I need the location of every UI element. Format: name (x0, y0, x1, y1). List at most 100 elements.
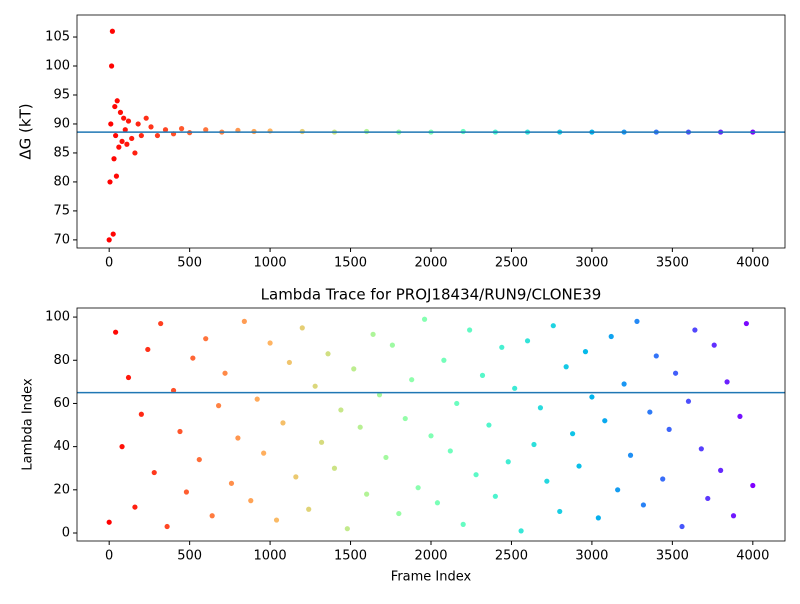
y-tick-label: 80 (53, 353, 70, 368)
x-tick-label: 0 (105, 549, 113, 564)
point (116, 144, 122, 150)
point (325, 351, 331, 357)
point (550, 323, 556, 329)
point (441, 357, 447, 363)
y-tick-label: 40 (53, 439, 70, 454)
point (672, 370, 679, 376)
point (402, 415, 408, 422)
point (235, 435, 241, 441)
y-tick-label: 20 (53, 482, 70, 497)
point (447, 448, 453, 454)
point (119, 138, 125, 144)
point (286, 359, 292, 366)
x-tick-label: 1000 (254, 549, 287, 564)
point (158, 320, 164, 327)
point (267, 340, 273, 346)
point (338, 407, 344, 413)
point (299, 325, 305, 331)
point (135, 121, 141, 127)
y-tick-label: 90 (53, 116, 70, 131)
point (479, 372, 486, 378)
point (544, 478, 550, 484)
point (576, 463, 582, 469)
point (138, 411, 144, 417)
point (154, 132, 161, 139)
x-tick-label: 2000 (414, 549, 447, 564)
y-tick-label: 105 (45, 30, 70, 45)
point (119, 444, 125, 450)
point (570, 431, 576, 437)
point (634, 318, 640, 324)
x-tick-label: 3500 (656, 256, 689, 271)
point (248, 498, 254, 504)
point (621, 381, 627, 387)
point (518, 528, 524, 534)
point (396, 510, 402, 517)
point (537, 405, 544, 411)
point (111, 156, 117, 162)
point (203, 336, 209, 342)
point (254, 396, 260, 402)
point (121, 115, 127, 121)
point (743, 320, 749, 327)
point (113, 173, 120, 179)
x-tick-label: 500 (177, 549, 202, 564)
point (312, 383, 318, 389)
x-axis-label: Frame Index (391, 570, 472, 585)
plot-frame (76, 307, 786, 542)
y-tick-label: 80 (53, 174, 70, 189)
y-tick-label: 75 (53, 203, 70, 218)
point (132, 504, 138, 510)
point (627, 452, 634, 458)
point (666, 426, 672, 432)
point (145, 346, 151, 353)
point (730, 513, 737, 519)
point (164, 523, 170, 530)
x-tick-label: 3000 (575, 256, 608, 271)
point (582, 349, 589, 355)
point (531, 441, 537, 448)
plot-frame (76, 14, 786, 249)
point (148, 124, 154, 130)
point (692, 327, 698, 333)
point (108, 63, 115, 69)
point (711, 342, 717, 348)
point (122, 127, 128, 133)
point (196, 456, 202, 463)
point (190, 355, 196, 361)
x-tick-label: 2500 (495, 549, 528, 564)
point (653, 353, 659, 359)
point (108, 121, 114, 127)
point (280, 420, 286, 426)
x-tick-label: 3000 (575, 549, 608, 564)
point (364, 491, 370, 497)
point (125, 374, 132, 381)
x-tick-label: 3500 (656, 549, 689, 564)
point (110, 231, 116, 237)
point (293, 474, 299, 480)
point (124, 141, 130, 147)
point (125, 118, 132, 124)
y-tick-label: 100 (45, 310, 70, 325)
x-tick-label: 2000 (414, 256, 447, 271)
point (261, 450, 267, 456)
chart-title: Lambda Trace for PROJ18434/RUN9/CLONE39 (261, 286, 602, 304)
point (750, 482, 756, 489)
point (589, 394, 595, 400)
point (467, 327, 473, 333)
point (428, 433, 434, 439)
point (685, 398, 692, 404)
point (512, 385, 518, 391)
point (170, 387, 177, 394)
y-tick-label: 60 (53, 396, 70, 411)
point (222, 370, 228, 376)
point (473, 472, 479, 478)
point (318, 439, 325, 445)
point (389, 342, 395, 348)
point (162, 127, 169, 133)
point (203, 127, 209, 133)
point (454, 400, 460, 407)
point (344, 526, 350, 532)
point (273, 517, 280, 523)
